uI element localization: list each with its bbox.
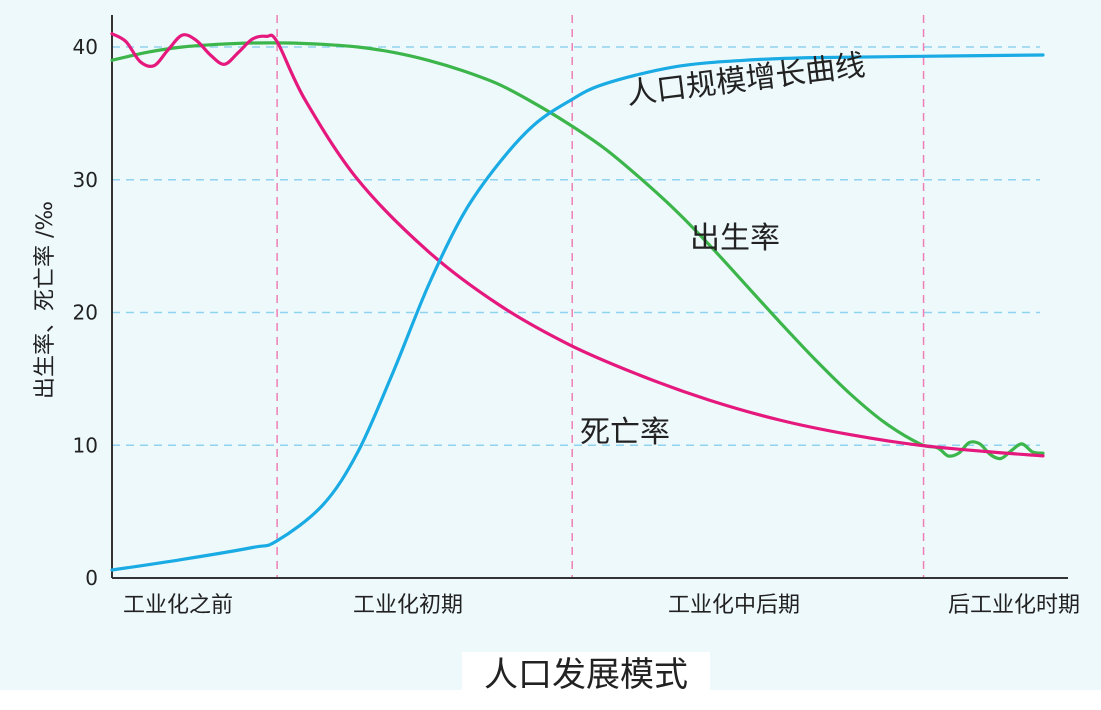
chart-svg: 0 10 20 30 40 工业化之前 工业化初期 工业化中后期 后工业化时期 人口规模增长曲… xyxy=(33,15,1080,618)
category-label-1: 工业化初期 xyxy=(353,593,463,618)
grid-layer xyxy=(112,46,1040,446)
y-tick-label-10: 10 xyxy=(73,433,98,457)
series-line-death-rate xyxy=(110,32,1045,458)
series-line-birth-rate xyxy=(110,41,1045,461)
series-line-population-growth xyxy=(110,53,1045,572)
chart-title: 人口发展模式 xyxy=(462,652,710,698)
y-tick-label-20: 20 xyxy=(73,301,98,325)
series-layer xyxy=(110,32,1045,572)
category-label-3: 后工业化时期 xyxy=(948,593,1080,618)
series-label-death-rate: 死亡率 xyxy=(580,415,670,450)
y-tick-label-0: 0 xyxy=(85,566,98,590)
series-label-birth-rate: 出生率 xyxy=(690,221,780,256)
tick-label-layer: 0 10 20 30 40 xyxy=(73,35,98,590)
series-label-layer: 人口规模增长曲线 出生率 死亡率 xyxy=(580,48,867,450)
chart-panel: 0 10 20 30 40 工业化之前 工业化初期 工业化中后期 后工业化时期 人口规模增长曲… xyxy=(0,0,1101,690)
y-tick-label-30: 30 xyxy=(73,168,98,192)
y-axis-label: 出生率、死亡率 /‰ xyxy=(33,201,58,399)
category-label-2: 工业化中后期 xyxy=(668,593,800,618)
series-label-population-growth: 人口规模增长曲线 xyxy=(625,48,867,112)
period-boundary-layer xyxy=(276,15,925,578)
category-label-0: 工业化之前 xyxy=(123,593,233,618)
y-tick-label-40: 40 xyxy=(73,35,98,59)
category-label-layer: 工业化之前 工业化初期 工业化中后期 后工业化时期 xyxy=(123,593,1080,618)
axis-layer xyxy=(111,15,1068,579)
